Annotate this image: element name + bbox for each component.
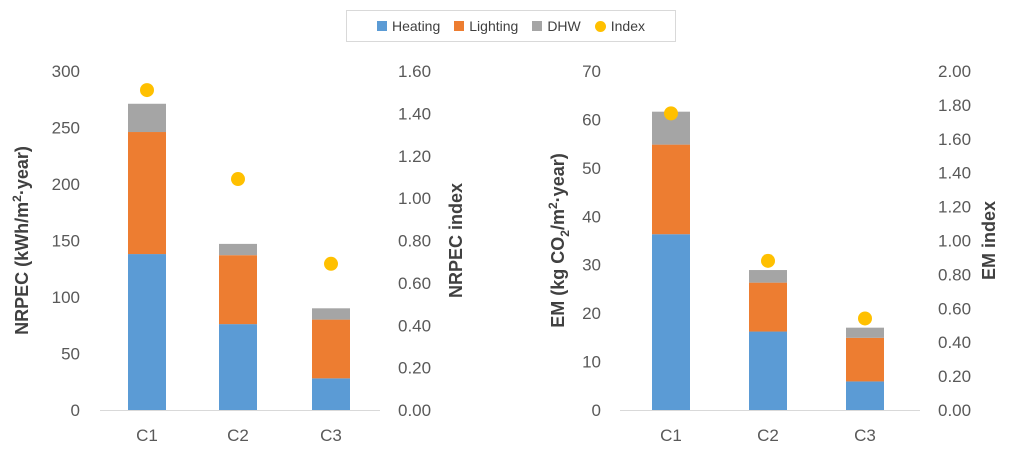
axis-title-script: 2 (546, 202, 560, 209)
y-tick-label: 30 (582, 256, 601, 275)
legend-item-dhw: DHW (532, 18, 581, 34)
y-tick-label: 70 (582, 62, 601, 81)
y2-tick-label: 1.20 (398, 147, 431, 166)
legend-swatch (454, 21, 465, 31)
y2-tick-label: 1.00 (938, 232, 971, 251)
y-tick-label: 40 (582, 207, 601, 226)
y-axis-title: EM (kg CO2/m2·year) (546, 153, 572, 327)
chart-em: 0 10 20 30 40 50 60 70 0.00 0.20 0.40 0.60 0.80 1.00 1… (546, 62, 999, 445)
legend-swatch (377, 21, 387, 31)
bar-lighting-c1 (652, 144, 690, 235)
y-tick-label: 50 (61, 345, 80, 364)
y2-tick-label: 2.00 (938, 62, 971, 81)
axis-title-script: 2 (10, 195, 24, 202)
y2-axis-title: NRPEC index (446, 183, 466, 298)
y-tick-label: 60 (582, 110, 601, 129)
bar-heating-c3 (312, 378, 350, 410)
axis-title-part: /m (548, 209, 568, 230)
y2-tick-label: 1.60 (398, 62, 431, 81)
x-tick-label: C1 (660, 426, 682, 445)
y2-tick-label: 1.40 (398, 104, 431, 123)
y2-tick-label: 1.40 (938, 164, 971, 183)
x-tick-label: C1 (136, 426, 158, 445)
x-tick-label: C3 (320, 426, 342, 445)
index-point-c3 (324, 256, 338, 271)
bar-heating-c3 (846, 381, 884, 410)
legend-swatch (594, 20, 606, 32)
y2-tick-label: 1.00 (398, 189, 431, 208)
y-tick-label: 0 (592, 401, 601, 420)
bar-lighting-c3 (846, 337, 884, 382)
axis-title-part: ·year) (12, 146, 32, 195)
y2-tick-label: 0.00 (938, 401, 971, 420)
legend-item-lighting: Lighting (454, 18, 518, 34)
y2-tick-label: 1.80 (938, 96, 971, 115)
bar-lighting-c3 (312, 319, 350, 379)
y-tick-label: 10 (582, 353, 601, 372)
bar-heating-c1 (652, 234, 690, 410)
legend-swatch (532, 21, 543, 31)
y-axis-title: NRPEC (kWh/m2·year) (10, 146, 32, 335)
index-point-c1 (664, 106, 678, 121)
y2-tick-label: 0.20 (398, 359, 431, 378)
y2-tick-label: 1.20 (938, 198, 971, 217)
y-tick-label: 200 (52, 175, 80, 194)
bar-heating-c2 (749, 331, 787, 410)
axis-title-part: NRPEC (kWh/m (12, 202, 32, 335)
index-point-c2 (231, 172, 245, 187)
y-tick-label: 0 (71, 401, 80, 420)
y2-tick-label: 0.80 (938, 265, 971, 284)
y2-tick-label: 1.60 (938, 130, 971, 149)
y2-tick-label: 0.60 (938, 299, 971, 318)
axis-title-part: ·year) (548, 153, 568, 202)
x-tick-label: C2 (757, 426, 779, 445)
legend-label: Index (610, 18, 645, 34)
bar-dhw-c1 (128, 103, 166, 133)
legend-item-index: Index (594, 18, 645, 34)
bar-lighting-c1 (128, 132, 166, 255)
axis-title-script: 2 (558, 230, 572, 237)
chart-nrpec: 0 50 100 150 200 250 300 0.00 0.20 0.40 0.60 0.80 1.… (10, 62, 466, 445)
bar-dhw-c3 (846, 327, 884, 338)
y2-tick-label: 0.00 (398, 401, 431, 420)
y2-tick-label: 0.80 (398, 232, 431, 251)
y-tick-label: 300 (52, 62, 80, 81)
y2-axis-title: EM index (979, 201, 999, 280)
chart-legend: Heating Lighting DHW Index (346, 10, 676, 42)
legend-item-heating: Heating (377, 18, 440, 34)
bar-dhw-c2 (219, 243, 257, 256)
x-tick-label: C2 (227, 426, 249, 445)
y2-tick-label: 0.40 (398, 316, 431, 335)
index-point-c1 (140, 83, 154, 98)
legend-label: Heating (392, 18, 441, 34)
bar-dhw-c3 (312, 308, 350, 320)
legend-label: DHW (547, 18, 581, 34)
x-tick-label: C3 (854, 426, 876, 445)
index-point-c3 (858, 311, 872, 326)
y-tick-label: 50 (582, 159, 601, 178)
bar-heating-c2 (219, 324, 257, 410)
bar-dhw-c2 (749, 270, 787, 283)
bar-heating-c1 (128, 254, 166, 410)
y2-tick-label: 0.60 (398, 274, 431, 293)
index-point-c2 (761, 253, 775, 268)
y2-tick-label: 0.20 (938, 367, 971, 386)
y-tick-label: 100 (52, 288, 80, 307)
y2-tick-label: 0.40 (938, 333, 971, 352)
bar-lighting-c2 (219, 255, 257, 325)
y-tick-label: 150 (52, 232, 80, 251)
y-tick-label: 20 (582, 304, 601, 323)
legend-label: Lighting (469, 18, 519, 34)
axis-title-part: EM (kg CO (548, 237, 568, 328)
bar-lighting-c2 (749, 282, 787, 332)
y-tick-label: 250 (52, 119, 80, 138)
